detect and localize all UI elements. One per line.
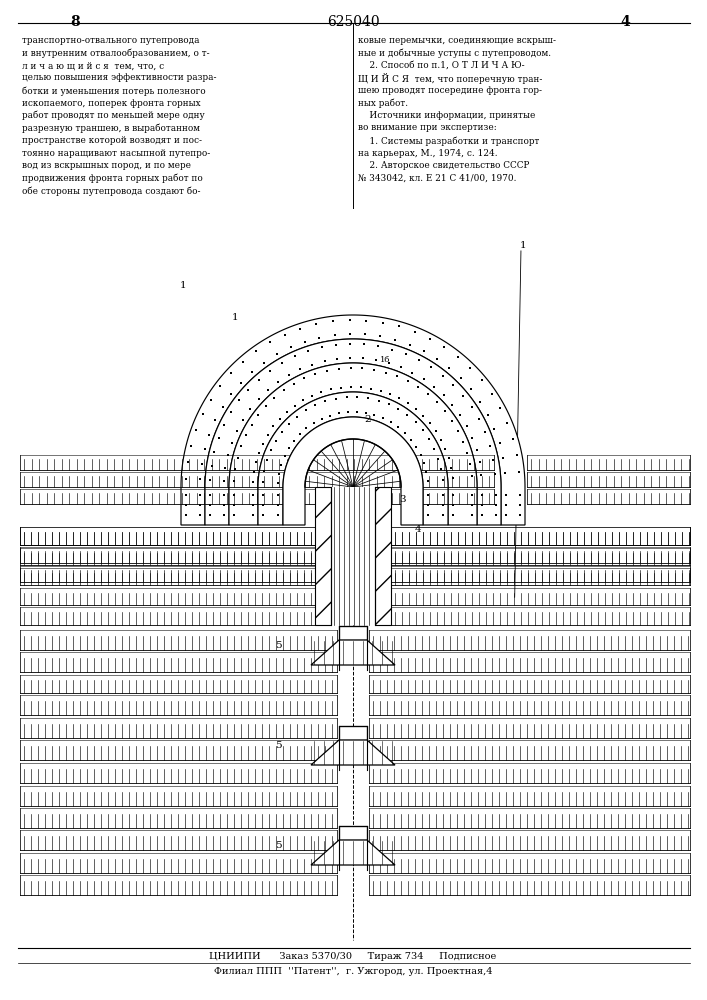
Text: вод из вскрышных пород, и по мере: вод из вскрышных пород, и по мере bbox=[22, 161, 191, 170]
Text: 1: 1 bbox=[520, 240, 526, 249]
Text: 625040: 625040 bbox=[327, 15, 380, 29]
Text: Щ И Й С Я  тем, что поперечную тран-: Щ И Й С Я тем, что поперечную тран- bbox=[358, 74, 542, 85]
Bar bbox=[339, 626, 367, 640]
Text: 4: 4 bbox=[415, 526, 421, 534]
Text: продвижения фронта горных работ по: продвижения фронта горных работ по bbox=[22, 174, 203, 183]
Polygon shape bbox=[311, 840, 395, 865]
Text: ные и добычные уступы с путепроводом.: ные и добычные уступы с путепроводом. bbox=[358, 48, 551, 58]
Text: 1. Системы разработки и транспорт: 1. Системы разработки и транспорт bbox=[358, 136, 539, 145]
Text: пространстве которой возводят и пос-: пространстве которой возводят и пос- bbox=[22, 136, 202, 145]
Text: 1б: 1б bbox=[380, 356, 390, 364]
Polygon shape bbox=[181, 315, 525, 525]
Text: во внимание при экспертизе:: во внимание при экспертизе: bbox=[358, 123, 497, 132]
Text: 4: 4 bbox=[620, 15, 630, 29]
Bar bbox=[339, 826, 367, 840]
Bar bbox=[315, 487, 331, 625]
Polygon shape bbox=[311, 740, 395, 765]
Text: транспортно-отвального путепровода: транспортно-отвального путепровода bbox=[22, 36, 199, 45]
Text: обе стороны путепровода создают бо-: обе стороны путепровода создают бо- bbox=[22, 186, 201, 196]
Text: на карьерах, М., 1974, с. 124.: на карьерах, М., 1974, с. 124. bbox=[358, 148, 498, 157]
Text: № 343042, кл. Е 21 С 41/00, 1970.: № 343042, кл. Е 21 С 41/00, 1970. bbox=[358, 174, 517, 182]
Text: ископаемого, поперек фронта горных: ископаемого, поперек фронта горных bbox=[22, 99, 201, 107]
Text: ковые перемычки, соединяющие вскрыш-: ковые перемычки, соединяющие вскрыш- bbox=[358, 36, 556, 45]
Text: ЦНИИПИ      Заказ 5370/30     Тираж 734     Подписное: ЦНИИПИ Заказ 5370/30 Тираж 734 Подписное bbox=[209, 952, 496, 961]
Text: 2. Авторское свидетельство СССР: 2. Авторское свидетельство СССР bbox=[358, 161, 530, 170]
Bar bbox=[315, 487, 391, 625]
Text: работ проводят по меньшей мере одну: работ проводят по меньшей мере одну bbox=[22, 111, 205, 120]
Text: 1: 1 bbox=[232, 314, 238, 322]
Text: целью повышения эффективности разра-: целью повышения эффективности разра- bbox=[22, 74, 216, 83]
Text: 2. Способ по п.1, О Т Л И Ч А Ю-: 2. Способ по п.1, О Т Л И Ч А Ю- bbox=[358, 61, 525, 70]
Polygon shape bbox=[205, 339, 501, 525]
Text: 1: 1 bbox=[180, 280, 187, 290]
Text: ботки и уменьшения потерь полезного: ботки и уменьшения потерь полезного bbox=[22, 86, 206, 96]
Text: 5: 5 bbox=[275, 740, 281, 750]
Text: 5: 5 bbox=[275, 641, 281, 650]
Text: Филиал ППП  ''Патент'',  г. Ужгород, ул. Проектная,4: Филиал ППП ''Патент'', г. Ужгород, ул. П… bbox=[214, 967, 492, 976]
Text: л и ч а ю щ и й с я  тем, что, с: л и ч а ю щ и й с я тем, что, с bbox=[22, 61, 164, 70]
Polygon shape bbox=[229, 363, 477, 525]
Text: 5: 5 bbox=[275, 840, 281, 850]
Polygon shape bbox=[283, 417, 423, 525]
Text: 2: 2 bbox=[365, 416, 371, 424]
Polygon shape bbox=[258, 392, 448, 525]
Text: Источники информации, принятые: Источники информации, принятые bbox=[358, 111, 535, 120]
Text: 8: 8 bbox=[70, 15, 80, 29]
Text: разрезную траншею, в выработанном: разрезную траншею, в выработанном bbox=[22, 123, 200, 133]
Bar bbox=[375, 487, 391, 625]
Polygon shape bbox=[311, 640, 395, 665]
Text: шею проводят посередине фронта гор-: шею проводят посередине фронта гор- bbox=[358, 86, 542, 95]
Text: и внутренним отвалообразованием, о т-: и внутренним отвалообразованием, о т- bbox=[22, 48, 209, 58]
Text: 3: 3 bbox=[399, 495, 407, 504]
Text: тоянно наращивают насыпной путепро-: тоянно наращивают насыпной путепро- bbox=[22, 148, 210, 157]
Bar bbox=[339, 726, 367, 740]
Text: ных работ.: ных работ. bbox=[358, 99, 408, 108]
